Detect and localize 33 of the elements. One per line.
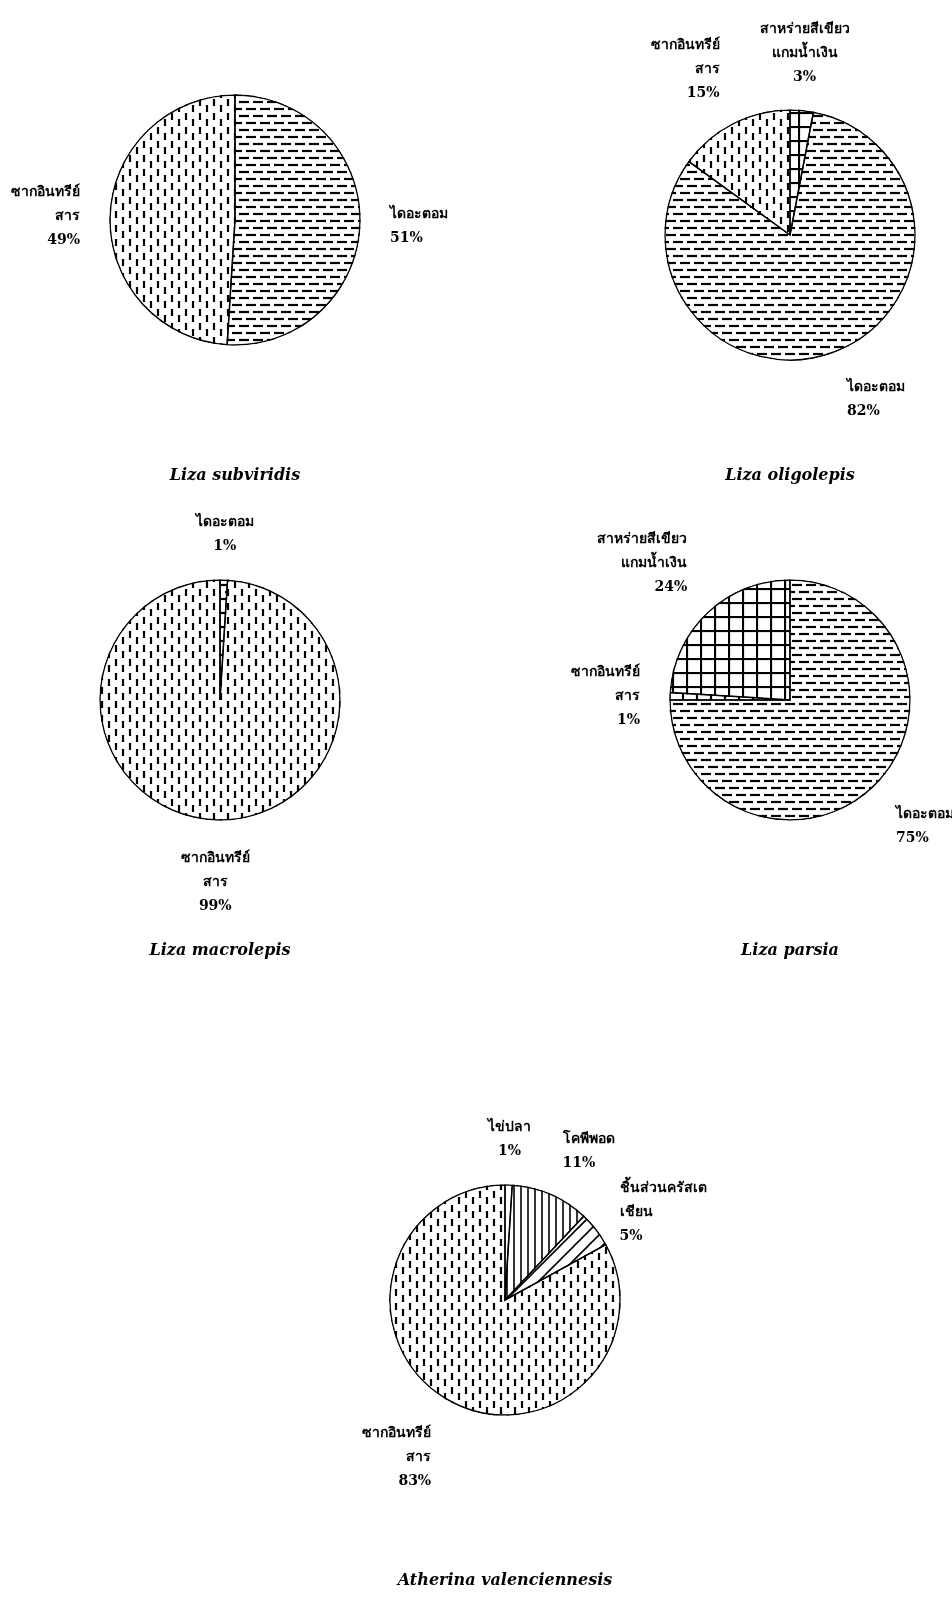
text: Liza oligolepis bbox=[724, 465, 855, 484]
slice-label: สาหร่ายสีเขียว แกมน้ำเงิน bbox=[597, 529, 688, 570]
slice-label: โคพีพอด bbox=[561, 1128, 615, 1146]
data-label: 82% bbox=[847, 402, 880, 419]
text: Atherina valenciennesis bbox=[395, 1570, 613, 1589]
text: Liza macrolepis bbox=[148, 940, 291, 959]
slice-label: ซากอินทรีย์ สาร bbox=[11, 183, 81, 224]
data-label: 5% bbox=[619, 1227, 643, 1244]
slice-label: ชิ้นส่วนครัสเต เชียน bbox=[619, 1176, 707, 1220]
data-label: 49% bbox=[47, 231, 81, 248]
slice-label: ซากอินทรีย์ สาร bbox=[650, 35, 720, 76]
data-label: 3% bbox=[793, 67, 817, 84]
slice-label: ไข่ปลา bbox=[486, 1117, 532, 1135]
data-label: 11% bbox=[562, 1153, 596, 1170]
slice-label: ไดอะตอม bbox=[845, 377, 906, 395]
slice-label: ซากอินทรีย์ สาร bbox=[362, 1423, 432, 1464]
data-label: 1% bbox=[213, 537, 237, 554]
text: Liza parsia bbox=[740, 940, 839, 959]
data-label: 99% bbox=[198, 896, 232, 913]
data-label: 1% bbox=[498, 1142, 522, 1159]
data-label: 1% bbox=[617, 711, 641, 728]
slice-label: ซากอินทรีย์ สาร bbox=[571, 663, 641, 704]
data-label: 75% bbox=[896, 829, 929, 846]
data-label: 15% bbox=[686, 83, 720, 100]
slice-label: ไดอะตอม bbox=[193, 512, 254, 530]
slice-label: สาหร่ายสีเขียว แกมน้ำเงิน bbox=[759, 19, 850, 60]
slice-label: ไดอะตอม bbox=[894, 804, 952, 822]
data-label: 83% bbox=[398, 1471, 432, 1488]
data-label: 24% bbox=[654, 577, 688, 594]
slice-label: ซากอินทรีย์ สาร bbox=[180, 848, 250, 889]
text: Liza subviridis bbox=[168, 465, 301, 484]
slice-label: ไดอะตอม bbox=[387, 203, 448, 221]
data-label: 51% bbox=[389, 228, 423, 245]
